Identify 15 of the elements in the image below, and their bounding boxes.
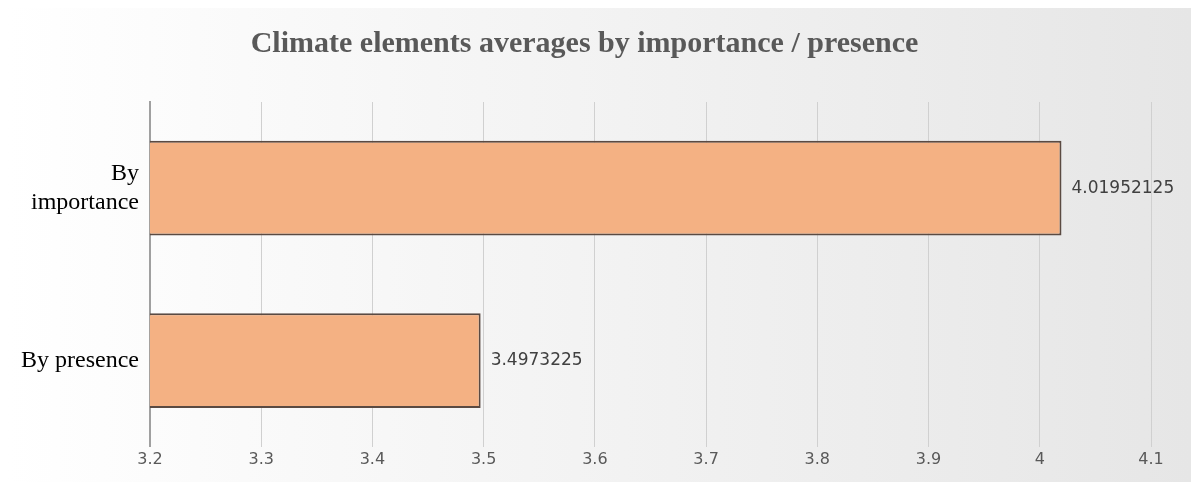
data-label: 3.4973225 <box>490 349 583 370</box>
x-tick-label: 3.4 <box>359 448 386 468</box>
x-tick-label: 3.2 <box>137 448 163 468</box>
y-tick-label: By importance <box>31 159 139 214</box>
y-tick-label: By presence <box>21 345 139 372</box>
x-tick-label: 4 <box>1034 448 1045 468</box>
x-tick-label: 4.1 <box>1138 448 1164 468</box>
x-tick-label: 3.8 <box>804 448 831 468</box>
x-tick-label: 3.5 <box>470 448 497 468</box>
chart-title: Climate elements averages by importance / presence <box>250 24 919 58</box>
x-tick-label: 3.6 <box>582 448 608 468</box>
x-tick-label: 3.7 <box>693 448 719 468</box>
x-tick-label: 3.9 <box>915 448 942 468</box>
x-tick-label: 3.3 <box>248 448 274 468</box>
data-label: 4.01952125 <box>1071 176 1175 197</box>
